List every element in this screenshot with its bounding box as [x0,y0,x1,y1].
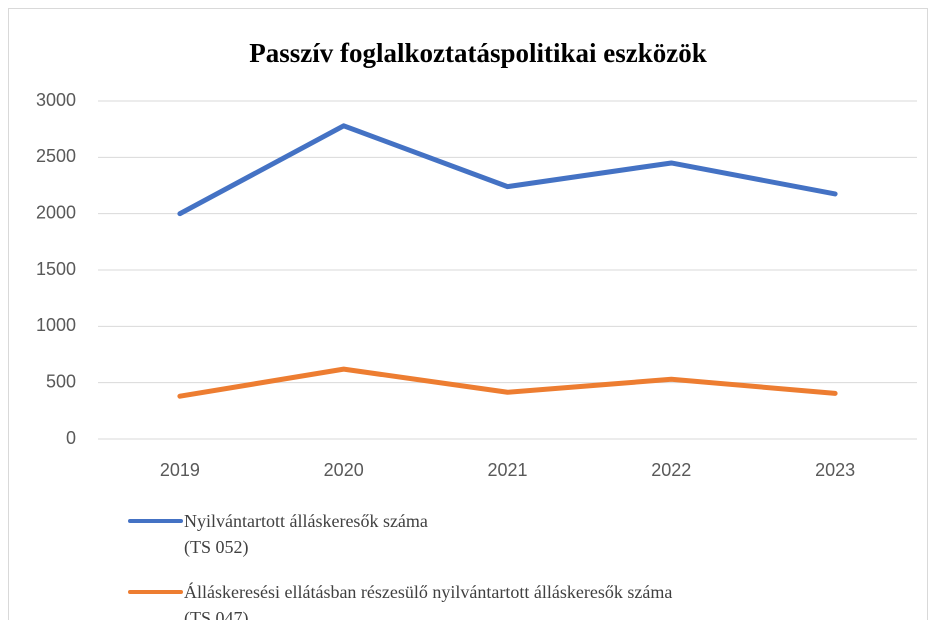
x-tick-label: 2023 [815,460,855,480]
legend-swatch [128,590,183,594]
y-tick-label: 1000 [36,315,76,335]
legend-label: Álláskeresési ellátásban részesülő nyilv… [184,582,673,620]
chart-border [8,8,928,620]
x-tick-label: 2020 [324,460,364,480]
legend-label: Nyilvántartott álláskeresők száma (TS 05… [184,511,428,557]
y-tick-label: 2000 [36,202,76,222]
y-tick-label: 500 [46,371,76,391]
x-tick-label: 2019 [160,460,200,480]
series-line [177,366,838,399]
legend-swatch [128,519,183,523]
x-tick-label: 2021 [487,460,527,480]
y-tick-label: 1500 [36,259,76,279]
chart-title: Passzív foglalkoztatáspolitikai eszközök [249,38,707,68]
y-tick-label: 2500 [36,146,76,166]
x-tick-label: 2022 [651,460,691,480]
series-line [177,123,838,217]
y-tick-label: 3000 [36,90,76,110]
y-tick-label: 0 [66,428,76,448]
